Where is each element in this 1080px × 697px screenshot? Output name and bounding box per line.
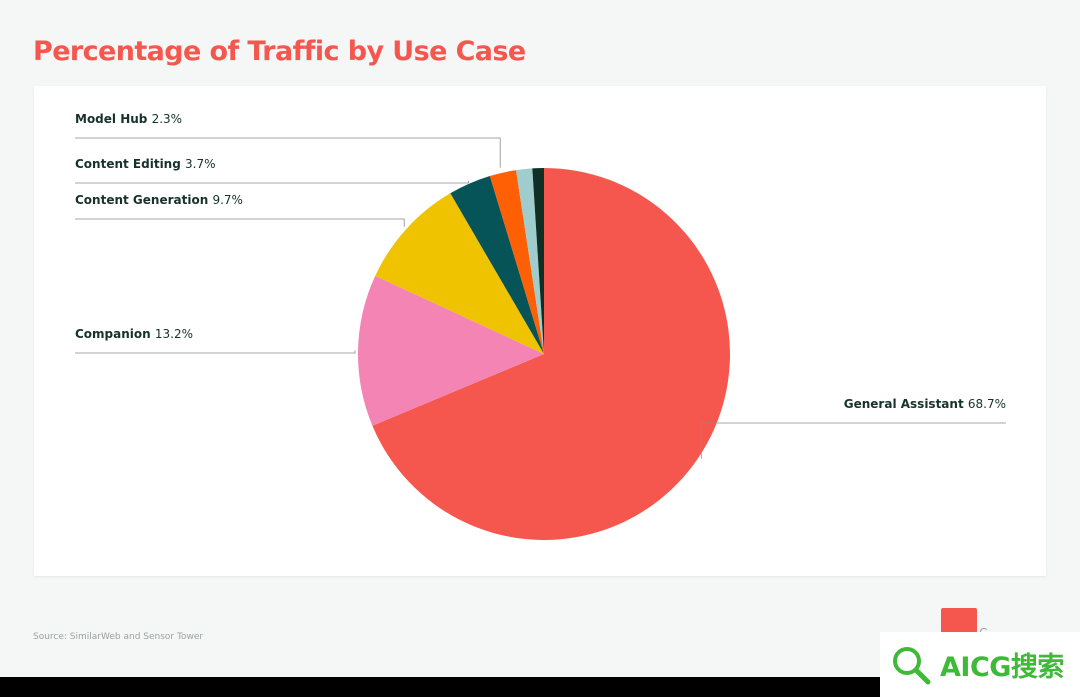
- source-note: Source: SimilarWeb and Sensor Tower: [33, 632, 204, 642]
- slice-labels: General Assistant 68.7%Companion 13.2%Co…: [75, 112, 1006, 411]
- leader-line-general-assistant: [700, 422, 1006, 459]
- pie-slice-content-generation: [375, 193, 544, 354]
- pie-slice-content-editing: [450, 176, 544, 354]
- leader-lines: [75, 137, 1006, 459]
- slice-label-name: General Assistant: [844, 397, 968, 411]
- pie-slice-unlabeled-6: [532, 168, 544, 354]
- pie-slice-unlabeled-5: [516, 168, 544, 354]
- slice-label-content-generation: Content Generation 9.7%: [75, 193, 243, 207]
- slice-label-name: Companion: [75, 327, 155, 341]
- slice-label-companion: Companion 13.2%: [75, 327, 193, 341]
- magnifier-icon: [893, 646, 931, 684]
- slice-label-model-hub: Model Hub 2.3%: [75, 112, 182, 126]
- slice-label-value: 2.3%: [152, 112, 183, 126]
- slice-label-general-assistant: General Assistant 68.7%: [844, 397, 1006, 411]
- pie-slices: [357, 168, 730, 540]
- slice-label-name: Content Generation: [75, 193, 212, 207]
- pie-slice-model-hub: [489, 170, 544, 354]
- pie-chart: General Assistant 68.7%Companion 13.2%Co…: [75, 112, 1006, 540]
- slice-label-name: Content Editing: [75, 157, 185, 171]
- pie-slice-general-assistant: [372, 168, 730, 540]
- slice-label-value: 3.7%: [185, 157, 216, 171]
- slice-label-value: 13.2%: [155, 327, 193, 341]
- bottom-bar: [0, 677, 1080, 697]
- chart-card: General Assistant 68.7% Companion 13.2% Co…: [34, 86, 1046, 576]
- slice-label-content-editing: Content Editing 3.7%: [75, 157, 216, 171]
- pie-slice-companion: [357, 275, 544, 426]
- slice-label-value: 9.7%: [212, 193, 243, 207]
- leader-line-content-editing: [75, 180, 469, 184]
- leader-line-companion: [75, 350, 356, 354]
- leader-line-model-hub: [75, 137, 501, 168]
- slice-label-name: Model Hub: [75, 112, 152, 126]
- watermark: AICG搜索: [880, 632, 1080, 697]
- chart-title: Percentage of Traffic by Use Case: [33, 36, 526, 67]
- watermark-text: AICG搜索: [940, 652, 1064, 683]
- leader-line-content-generation: [75, 218, 405, 227]
- slice-label-value: 68.7%: [968, 397, 1006, 411]
